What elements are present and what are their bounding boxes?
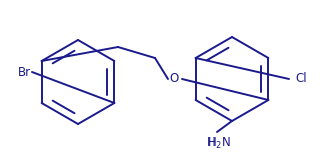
Text: Cl: Cl — [295, 73, 306, 86]
Text: H: H — [207, 136, 216, 149]
Text: O: O — [169, 73, 179, 86]
Text: $\mathregular{H_2N}$: $\mathregular{H_2N}$ — [207, 136, 231, 151]
Text: Br: Br — [18, 65, 31, 78]
